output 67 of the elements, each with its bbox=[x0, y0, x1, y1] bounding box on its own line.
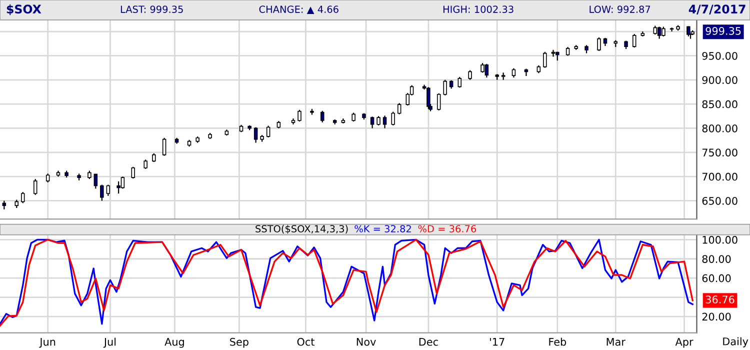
candlestick bbox=[458, 76, 462, 88]
candlestick bbox=[320, 110, 324, 123]
y-tick-label: 800.00 bbox=[702, 124, 738, 132]
candlestick bbox=[397, 102, 402, 115]
y-tick-label: 950.00 bbox=[702, 52, 738, 60]
candlestick bbox=[21, 191, 25, 204]
candlestick bbox=[662, 26, 666, 37]
candlestick bbox=[120, 176, 125, 190]
candlestick bbox=[106, 184, 110, 196]
y-tick-label: 80.00 bbox=[702, 255, 731, 263]
candlestick bbox=[512, 68, 516, 78]
x-tick-label: Mar bbox=[606, 338, 626, 346]
candlestick bbox=[484, 63, 489, 78]
candlestick bbox=[686, 26, 690, 37]
candlestick bbox=[443, 79, 447, 96]
y-tick-label: 650.00 bbox=[702, 196, 738, 205]
candlestick bbox=[468, 70, 472, 80]
chart-title: $SOX bbox=[6, 4, 42, 16]
candlestick bbox=[543, 51, 547, 68]
x-tick-label: Jun bbox=[39, 338, 56, 348]
text: LAST: 999.35 bbox=[120, 6, 183, 13]
x-tick-label: Apr bbox=[675, 338, 694, 348]
candlestick bbox=[376, 116, 380, 126]
candlestick bbox=[144, 159, 148, 170]
candlestick bbox=[116, 180, 120, 194]
series-label: %K = 32.82 bbox=[354, 225, 411, 232]
candlestick bbox=[480, 62, 484, 74]
series-label: %D = 36.76 bbox=[418, 225, 476, 232]
y-tick-label: 60.00 bbox=[702, 274, 731, 282]
candlestick bbox=[94, 174, 98, 190]
text: Daily bbox=[723, 337, 748, 348]
candlestick bbox=[298, 109, 302, 122]
candlestick bbox=[657, 26, 662, 40]
candlestick bbox=[391, 111, 395, 126]
chart-title: SSTO($SOX,14,3,3) bbox=[256, 224, 348, 234]
candlestick bbox=[131, 166, 135, 180]
x-tick-label: Sep bbox=[230, 338, 248, 348]
annotation: 999.35 bbox=[706, 27, 741, 35]
candlestick bbox=[370, 116, 374, 129]
candlestick bbox=[382, 115, 387, 129]
y-tick-label: 20.00 bbox=[702, 312, 731, 321]
candlestick bbox=[436, 92, 441, 111]
text: LOW: 992.87 bbox=[590, 6, 650, 13]
candlestick bbox=[33, 178, 38, 196]
candlestick bbox=[632, 33, 636, 48]
y-tick-label: 700.00 bbox=[702, 172, 738, 181]
candlestick bbox=[426, 86, 430, 110]
x-tick-label: Dec bbox=[419, 338, 438, 346]
x-tick-label: Feb bbox=[549, 338, 566, 346]
x-tick-label: Oct bbox=[297, 338, 314, 346]
x-tick-label: Jul bbox=[103, 338, 116, 348]
candlestick bbox=[254, 126, 258, 144]
text: 4/7/2017 bbox=[688, 4, 746, 15]
x-tick-label: Nov bbox=[356, 338, 376, 346]
candlestick bbox=[162, 137, 166, 156]
y-tick-label: 900.00 bbox=[702, 76, 738, 84]
text: HIGH: 1002.33 bbox=[443, 6, 514, 13]
annotation: 36.76 bbox=[706, 296, 734, 304]
y-tick-label: 850.00 bbox=[702, 100, 738, 108]
y-tick-label: 750.00 bbox=[702, 148, 738, 156]
text: CHANGE: ▲ 4.66 bbox=[259, 6, 338, 14]
x-tick-label: '17 bbox=[490, 338, 504, 346]
x-tick-label: Aug bbox=[164, 338, 184, 348]
y-tick-label: 100.00 bbox=[702, 236, 738, 244]
candlestick bbox=[100, 184, 104, 202]
candlestick bbox=[266, 125, 270, 138]
candlestick bbox=[597, 36, 601, 52]
